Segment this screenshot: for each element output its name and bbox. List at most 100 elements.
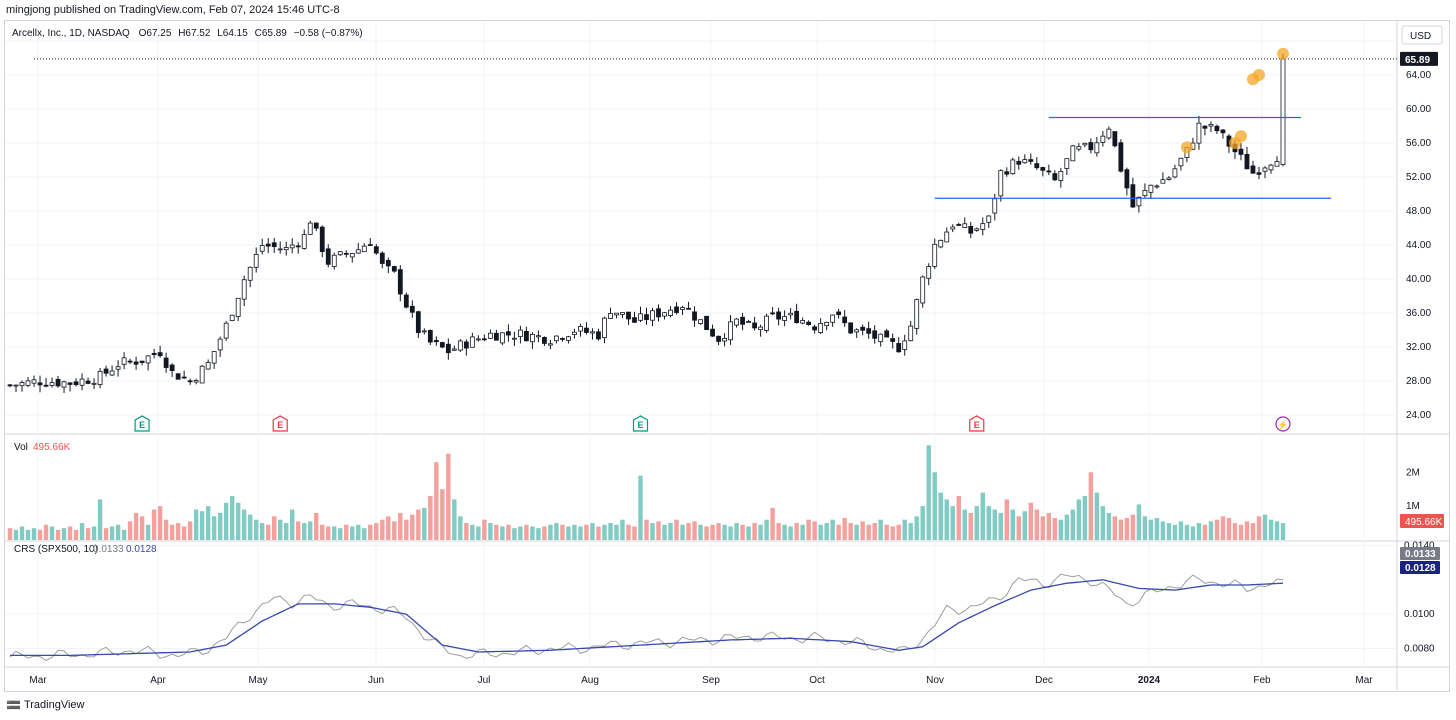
candle-body[interactable] bbox=[145, 355, 151, 364]
price-axis[interactable]: 68.0064.0060.0056.0052.0048.0044.0040.00… bbox=[1400, 36, 1444, 655]
candle-body[interactable] bbox=[776, 311, 782, 320]
volume-bar[interactable] bbox=[49, 526, 55, 540]
volume-bar[interactable] bbox=[181, 526, 187, 540]
volume-bar[interactable] bbox=[1022, 511, 1027, 540]
volume-bar[interactable] bbox=[944, 499, 949, 540]
volume-bar[interactable] bbox=[151, 509, 157, 540]
volume-bar[interactable] bbox=[308, 521, 313, 540]
volume-bar[interactable] bbox=[1058, 519, 1064, 540]
candle-body[interactable] bbox=[151, 352, 157, 356]
candle-body[interactable] bbox=[1280, 58, 1286, 166]
candle-body[interactable] bbox=[566, 336, 571, 341]
volume-bar[interactable] bbox=[926, 445, 931, 540]
candle-body[interactable] bbox=[1070, 145, 1076, 162]
candle-body[interactable] bbox=[530, 333, 535, 343]
volume-bar[interactable] bbox=[85, 528, 91, 540]
volume-bar[interactable] bbox=[674, 519, 679, 540]
candle-body[interactable] bbox=[1058, 171, 1064, 181]
volume-bar[interactable] bbox=[1280, 523, 1286, 540]
signal-marker[interactable] bbox=[1234, 130, 1247, 143]
volume-bar[interactable] bbox=[554, 523, 559, 540]
candle-body[interactable] bbox=[91, 382, 97, 385]
candle-body[interactable] bbox=[211, 351, 217, 364]
volume-bar[interactable] bbox=[1160, 521, 1166, 540]
candle-body[interactable] bbox=[25, 380, 31, 386]
candle-body[interactable] bbox=[433, 340, 439, 343]
candle-body[interactable] bbox=[397, 269, 403, 295]
candle-body[interactable] bbox=[1214, 125, 1220, 132]
volume-bar[interactable] bbox=[259, 523, 265, 540]
volume-bar[interactable] bbox=[350, 526, 355, 540]
candle-body[interactable] bbox=[1238, 148, 1244, 155]
candle-body[interactable] bbox=[463, 341, 469, 349]
volume-bar[interactable] bbox=[193, 509, 199, 540]
volume-bar[interactable] bbox=[806, 519, 811, 540]
signal-marker[interactable] bbox=[1180, 141, 1193, 154]
candle-body[interactable] bbox=[313, 222, 319, 229]
candle-body[interactable] bbox=[674, 306, 679, 313]
candle-body[interactable] bbox=[1256, 172, 1262, 175]
candle-body[interactable] bbox=[896, 343, 902, 353]
volume-bar[interactable] bbox=[494, 524, 499, 540]
candle-body[interactable] bbox=[536, 335, 541, 338]
candle-body[interactable] bbox=[794, 310, 800, 324]
candle-body[interactable] bbox=[596, 331, 601, 340]
volume-bar[interactable] bbox=[205, 506, 211, 540]
volume-bar[interactable] bbox=[464, 523, 469, 540]
candle-body[interactable] bbox=[409, 305, 415, 313]
volume-bar[interactable] bbox=[950, 506, 955, 540]
volume-bar[interactable] bbox=[1112, 516, 1118, 540]
candle-body[interactable] bbox=[475, 338, 481, 341]
candle-body[interactable] bbox=[343, 252, 349, 255]
volume-bar[interactable] bbox=[416, 509, 421, 540]
candle-body[interactable] bbox=[554, 335, 559, 342]
volume-bar[interactable] bbox=[584, 524, 589, 540]
candle-body[interactable] bbox=[1130, 184, 1136, 208]
candle-body[interactable] bbox=[103, 368, 109, 374]
volume-bar[interactable] bbox=[1148, 519, 1154, 540]
volume-bar[interactable] bbox=[296, 521, 301, 540]
earnings-icon[interactable] bbox=[272, 415, 288, 432]
volume-bar[interactable] bbox=[938, 492, 943, 540]
volume-bar[interactable] bbox=[157, 506, 163, 540]
candle-body[interactable] bbox=[37, 382, 43, 386]
volume-bar[interactable] bbox=[758, 524, 763, 540]
crs-line[interactable] bbox=[9, 573, 1284, 661]
volume-bar[interactable] bbox=[698, 524, 703, 540]
volume-bar[interactable] bbox=[145, 524, 151, 540]
volume-bar[interactable] bbox=[818, 524, 823, 540]
candle-body[interactable] bbox=[944, 231, 950, 243]
volume-bar[interactable] bbox=[638, 475, 643, 540]
volume-bar[interactable] bbox=[560, 524, 565, 540]
candle-body[interactable] bbox=[722, 338, 727, 342]
candle-body[interactable] bbox=[139, 360, 145, 363]
volume-bar[interactable] bbox=[1004, 499, 1009, 540]
candle-body[interactable] bbox=[686, 307, 691, 310]
volume-bar[interactable] bbox=[488, 523, 493, 540]
volume-bar[interactable] bbox=[1214, 519, 1220, 540]
volume-bar[interactable] bbox=[968, 512, 973, 540]
volume-bar[interactable] bbox=[1010, 509, 1015, 540]
volume-bar[interactable] bbox=[223, 502, 229, 540]
candle-body[interactable] bbox=[938, 239, 944, 248]
volume-bar[interactable] bbox=[1124, 518, 1130, 540]
volume-bar[interactable] bbox=[764, 519, 769, 540]
volume-bar[interactable] bbox=[133, 512, 139, 540]
volume-bar[interactable] bbox=[734, 523, 739, 540]
volume-bar[interactable] bbox=[1244, 521, 1250, 540]
volume-bar[interactable] bbox=[229, 496, 235, 540]
candle-body[interactable] bbox=[1082, 142, 1088, 146]
volume-bar[interactable] bbox=[860, 521, 865, 540]
candle-body[interactable] bbox=[1196, 122, 1202, 144]
candle-body[interactable] bbox=[1040, 167, 1046, 171]
candle-body[interactable] bbox=[109, 370, 115, 376]
candle-body[interactable] bbox=[800, 320, 806, 324]
candle-body[interactable] bbox=[968, 226, 974, 234]
candle-body[interactable] bbox=[337, 251, 343, 256]
candle-body[interactable] bbox=[163, 357, 169, 368]
volume-bar[interactable] bbox=[962, 509, 967, 540]
volume-bar[interactable] bbox=[776, 523, 781, 540]
candle-body[interactable] bbox=[1016, 160, 1022, 165]
candle-body[interactable] bbox=[133, 361, 139, 365]
candle-body[interactable] bbox=[481, 338, 487, 341]
